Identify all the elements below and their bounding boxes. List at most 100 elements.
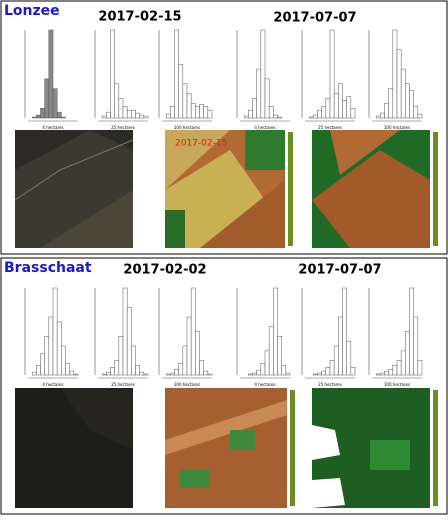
histogram-bar [346, 96, 352, 119]
histogram-bar [264, 350, 270, 376]
histogram-bar [248, 109, 253, 119]
histogram-bar [195, 331, 200, 376]
histogram-bar [40, 353, 45, 376]
histogram-bar [114, 83, 120, 119]
panel-border [0, 257, 448, 515]
histogram-bar [48, 29, 54, 119]
histogram-bar [118, 98, 124, 119]
histogram-bar [308, 116, 314, 119]
histogram-bar [135, 365, 140, 376]
histogram-bar [256, 369, 262, 376]
x-axis-label: 25 hectares [111, 125, 135, 130]
histogram-bar [333, 93, 339, 119]
histogram-bar [174, 368, 179, 376]
x-axis-label: 100 hectares [174, 382, 200, 387]
histogram-bar [409, 90, 414, 119]
histogram-bar [143, 115, 149, 119]
histogram-bar [182, 345, 188, 376]
histogram-bar [338, 316, 343, 376]
x-axis-label: 25 hectares [111, 382, 135, 387]
histogram-bar [392, 29, 398, 119]
histogram-bar [325, 367, 331, 376]
histogram-bar [281, 365, 287, 376]
histogram-bar [122, 106, 128, 119]
histogram-bar [203, 370, 209, 376]
histogram-bar [61, 116, 66, 119]
histogram-bar [417, 360, 423, 376]
classified-map [312, 388, 438, 508]
classified-map [165, 388, 295, 508]
histogram-bar [170, 372, 175, 376]
histogram-bar [48, 316, 54, 376]
histogram-bar [126, 109, 132, 119]
histogram-bar [174, 29, 179, 119]
histogram-bar [342, 100, 347, 119]
histogram-bar [178, 363, 184, 376]
histogram-bar [165, 373, 171, 376]
histogram-bar [400, 350, 406, 376]
histogram-bar [375, 115, 381, 119]
x-axis-label: 4 hectares [254, 125, 275, 130]
histogram-bar [143, 373, 149, 376]
histogram-bar [195, 106, 200, 119]
histogram-bar [56, 111, 62, 119]
histogram-bar [260, 29, 266, 119]
histogram-bar [273, 287, 278, 376]
histogram-bar [52, 88, 58, 119]
histogram-bar [413, 106, 419, 119]
histogram-bar [131, 109, 136, 119]
date-title: 2017-07-07 [298, 263, 381, 278]
histogram-bar [44, 336, 50, 376]
histogram-bar [384, 370, 389, 376]
histogram-bar [182, 83, 188, 119]
x-axis-label: 100 hectares [384, 125, 410, 130]
histogram-bar [268, 106, 274, 119]
histogram-bar [277, 116, 282, 119]
histogram-bar [69, 370, 75, 376]
histogram-bar [321, 370, 327, 376]
date-title: 2017-07-07 [273, 11, 356, 26]
histogram-bar [321, 106, 327, 119]
histogram-bar [392, 365, 398, 376]
histogram-bar [396, 360, 402, 376]
histogram-bar [135, 112, 140, 119]
histogram-bar [350, 367, 356, 376]
site-title: Lonzee [4, 3, 60, 19]
histogram-bar [268, 326, 274, 376]
histogram-bar [190, 103, 196, 119]
histogram-bar [396, 49, 402, 119]
histogram-bar [313, 373, 318, 376]
histogram-bar [186, 93, 192, 119]
histogram-bar [317, 372, 322, 376]
histogram-bar [65, 363, 70, 376]
histogram-bar [44, 78, 50, 119]
histogram-bar [248, 373, 253, 376]
x-axis-label: 100 hectares [384, 382, 410, 387]
histogram-bar [106, 111, 111, 119]
histogram-bar [285, 372, 291, 376]
histogram-bar [313, 114, 318, 119]
histogram-bar [252, 372, 257, 376]
histogram-bar [114, 360, 120, 376]
histogram-bar [101, 373, 107, 376]
histogram-bar [139, 114, 145, 119]
date-title: 2017-02-15 [98, 10, 181, 25]
histogram-bar [256, 68, 262, 119]
panel-border [0, 0, 448, 255]
histogram-bar [110, 29, 115, 119]
histogram-bar [252, 98, 257, 119]
x-axis-label: 4 hectares [42, 382, 63, 387]
histogram-bar [409, 287, 414, 376]
histogram-bar [52, 287, 58, 376]
histogram-bar [110, 367, 115, 376]
x-axis-label: 100 hectares [174, 125, 200, 130]
histogram-bar [106, 371, 111, 376]
histogram-bar [273, 114, 278, 119]
histogram-bar [329, 360, 335, 376]
histogram-bar [165, 113, 171, 119]
histogram-bar [338, 83, 343, 119]
satellite-image [15, 388, 133, 508]
histogram-bar [36, 114, 41, 119]
